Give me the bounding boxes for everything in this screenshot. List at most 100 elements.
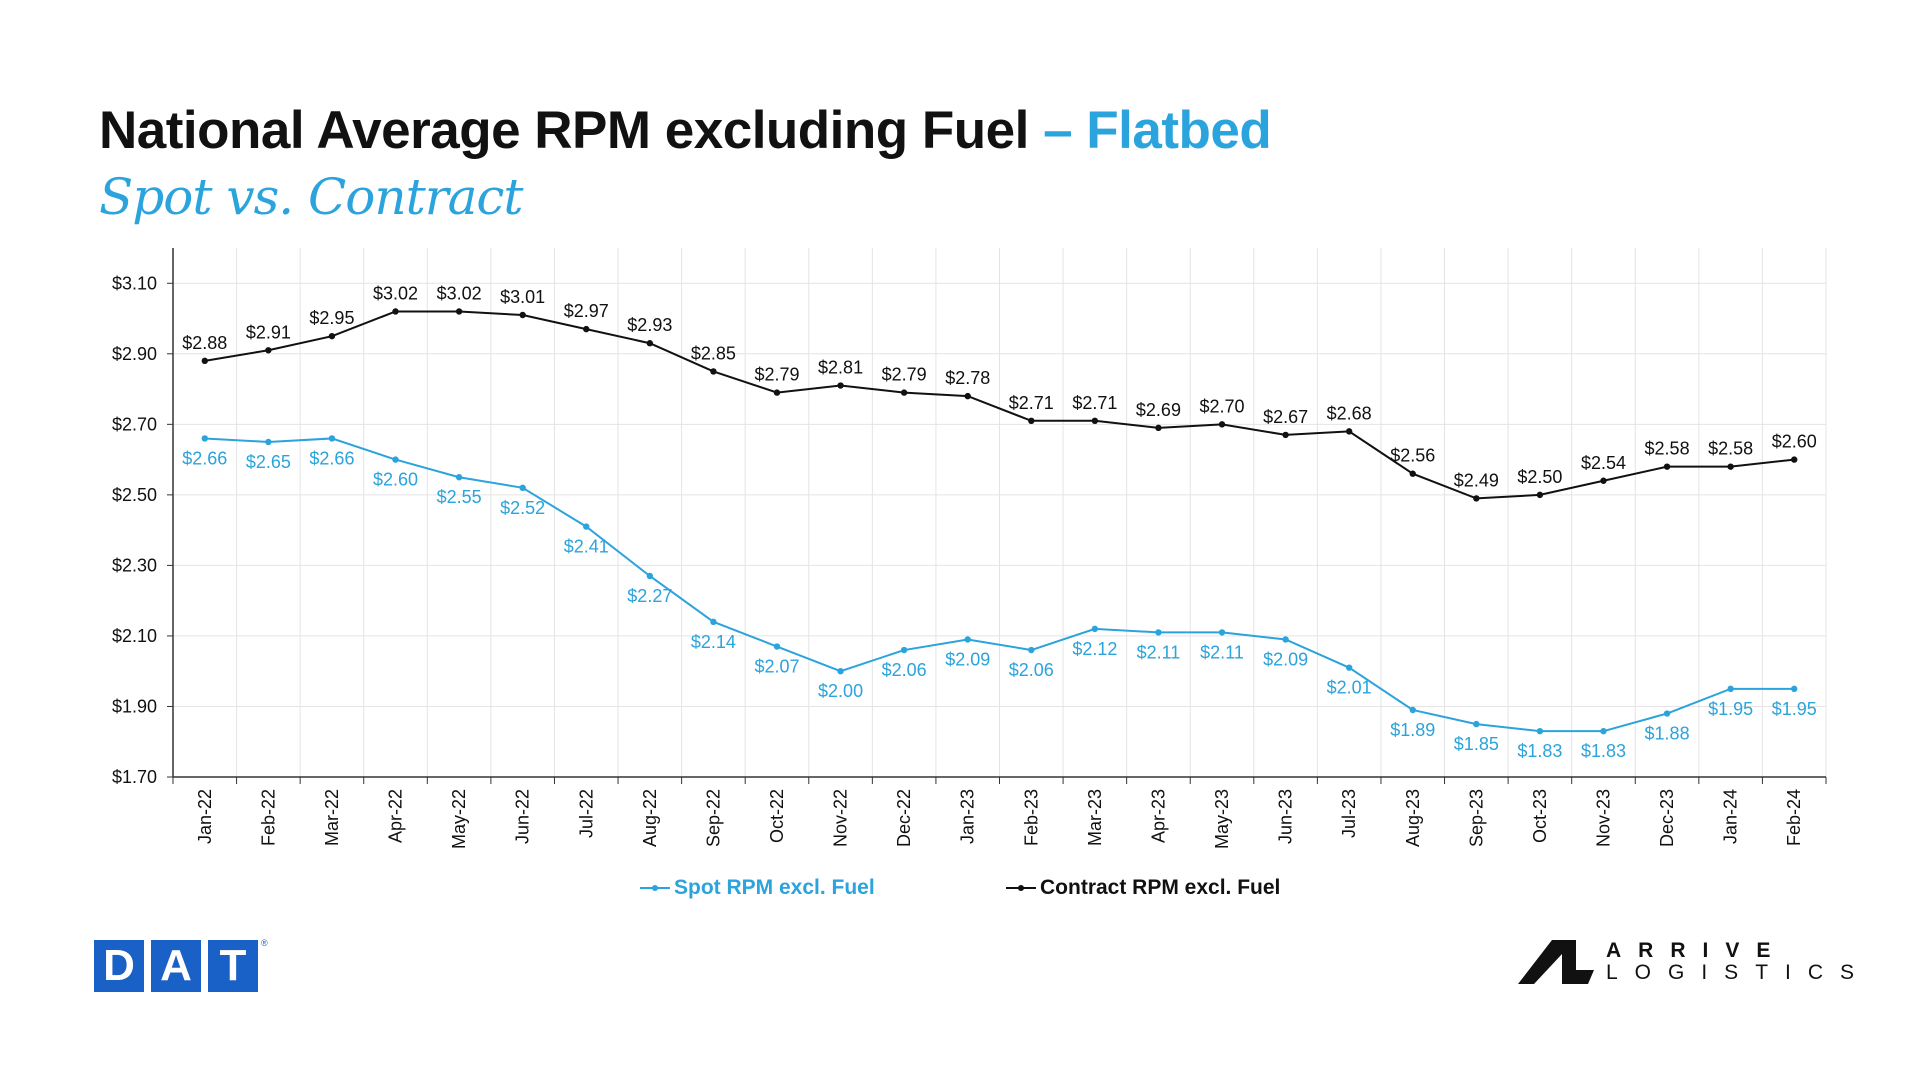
chart-subtitle: Spot vs. Contract (99, 168, 524, 226)
line-chart: $3.10 $2.90 $2.70 $2.50 $2.30 $2.10 $1.90 $1.70… (112, 248, 1827, 849)
spot-data-label: $1.83 (1517, 741, 1562, 761)
spot-data-label: $2.66 (182, 448, 227, 468)
contract-data-label: $2.54 (1581, 453, 1626, 473)
contract-data-point (1091, 417, 1099, 425)
contract-data-label: $2.70 (1199, 396, 1244, 416)
contract-data-point (1155, 424, 1162, 432)
spot-data-point (1663, 710, 1671, 717)
spot-data-label: $2.12 (1072, 639, 1117, 659)
contract-data-point (1536, 491, 1544, 499)
spot-data-point (710, 618, 717, 626)
spot-data-label: $2.55 (437, 487, 482, 507)
x-tick-label: Feb-24 (1784, 789, 1804, 846)
spot-data-point (1600, 727, 1607, 735)
x-tick-label: Aug-23 (1403, 789, 1423, 847)
spot-series-line (204, 437, 1795, 733)
contract-data-point (1727, 463, 1734, 470)
contract-data-point (265, 347, 272, 354)
contract-data-label: $2.56 (1390, 446, 1435, 466)
contract-data-label: $3.02 (437, 283, 482, 303)
spot-data-label: $2.60 (373, 470, 418, 490)
dat-logo-letter: D (94, 940, 144, 992)
spot-data-label: $2.52 (500, 498, 545, 518)
x-tick-label: Dec-23 (1657, 789, 1677, 847)
spot-data-point (773, 643, 781, 650)
contract-data-point (1600, 477, 1607, 484)
x-tick-label: May-22 (449, 789, 469, 849)
contract-data-label: $2.91 (246, 322, 291, 342)
spot-data-point (519, 484, 526, 492)
contract-data-label: $2.58 (1708, 439, 1753, 459)
contract-data-point (455, 308, 463, 315)
spot-data-label: $2.01 (1327, 678, 1372, 698)
chart-title-accent: – Flatbed (1043, 101, 1272, 160)
x-tick-label: Oct-22 (767, 789, 787, 843)
contract-data-point (583, 325, 590, 333)
x-tick-label: Jun-23 (1276, 789, 1296, 844)
contract-data-label: $2.79 (882, 365, 927, 385)
x-tick-label: Mar-23 (1085, 789, 1105, 846)
x-tick-label: Jan-23 (958, 789, 978, 844)
y-tick-label: $2.70 (112, 414, 157, 434)
contract-data-point (1345, 428, 1353, 435)
chart-legend: Spot RPM excl. Fuel Contract RPM excl. F… (0, 876, 1920, 912)
x-tick-label: Dec-22 (894, 789, 914, 847)
x-tick-label: Feb-22 (258, 789, 278, 846)
x-tick-label: Jan-24 (1721, 789, 1741, 844)
spot-data-label: $2.07 (754, 657, 799, 677)
contract-legend-marker-icon (1006, 885, 1036, 891)
chart-title-main: National Average RPM excluding Fuel (99, 101, 1029, 160)
x-tick-label: Jun-22 (513, 789, 533, 844)
spot-data-point (1409, 706, 1416, 714)
x-tick-label: Apr-23 (1148, 789, 1168, 843)
arrive-logo-line2: LOGISTICS (1606, 961, 1872, 985)
spot-data-point (1282, 636, 1289, 643)
spot-data-point (646, 572, 654, 580)
contract-data-label: $3.01 (500, 287, 545, 307)
contract-data-label: $3.02 (373, 283, 418, 303)
arrive-logistics-logo: ARRIVE LOGISTICS (1518, 939, 1872, 985)
legend-item-spot: Spot RPM excl. Fuel (640, 876, 875, 900)
spot-data-label: $2.27 (627, 586, 672, 606)
spot-data-point (455, 474, 463, 481)
contract-data-point (1028, 417, 1035, 425)
contract-data-label: $2.97 (564, 301, 609, 321)
spot-data-point (201, 435, 208, 442)
contract-data-label: $2.85 (691, 343, 736, 363)
contract-data-label: $2.78 (945, 368, 990, 388)
contract-data-label: $2.88 (182, 333, 227, 353)
contract-data-point (710, 368, 717, 375)
contract-data-point (964, 392, 971, 400)
spot-data-label: $1.85 (1454, 734, 1499, 754)
y-tick-label: $3.10 (112, 273, 157, 293)
spot-legend-marker-icon (640, 885, 670, 891)
contract-data-point (1791, 456, 1798, 463)
legend-label-spot: Spot RPM excl. Fuel (674, 876, 875, 899)
spot-data-label: $2.41 (564, 537, 609, 557)
x-tick-label: Oct-23 (1530, 789, 1550, 843)
spot-data-label: $2.09 (1263, 649, 1308, 669)
spot-data-point (1791, 685, 1798, 693)
spot-data-point (583, 523, 590, 530)
contract-data-label: $2.93 (627, 315, 672, 335)
contract-data-point (900, 389, 908, 396)
spot-data-point (837, 668, 844, 675)
contract-data-point (1473, 495, 1480, 502)
contract-data-label: $2.95 (309, 308, 354, 328)
dat-logo-letter: T (208, 940, 258, 992)
spot-data-label: $1.89 (1390, 720, 1435, 740)
contract-data-point (392, 308, 399, 315)
x-tick-label: May-23 (1212, 789, 1232, 849)
x-tick-label: Nov-23 (1593, 789, 1613, 847)
contract-data-point (1218, 421, 1226, 428)
spot-data-label: $2.09 (945, 649, 990, 669)
contract-data-point (1663, 463, 1671, 470)
x-tick-label: Jan-22 (195, 789, 215, 844)
spot-data-point (1155, 629, 1162, 636)
dat-logo-letter: A (151, 940, 201, 992)
contract-series-line (204, 310, 1795, 500)
y-tick-label: $1.70 (112, 767, 157, 787)
spot-data-label: $1.95 (1708, 699, 1753, 719)
x-tick-label: Sep-23 (1466, 789, 1486, 847)
spot-data-label: $2.06 (1009, 660, 1054, 680)
